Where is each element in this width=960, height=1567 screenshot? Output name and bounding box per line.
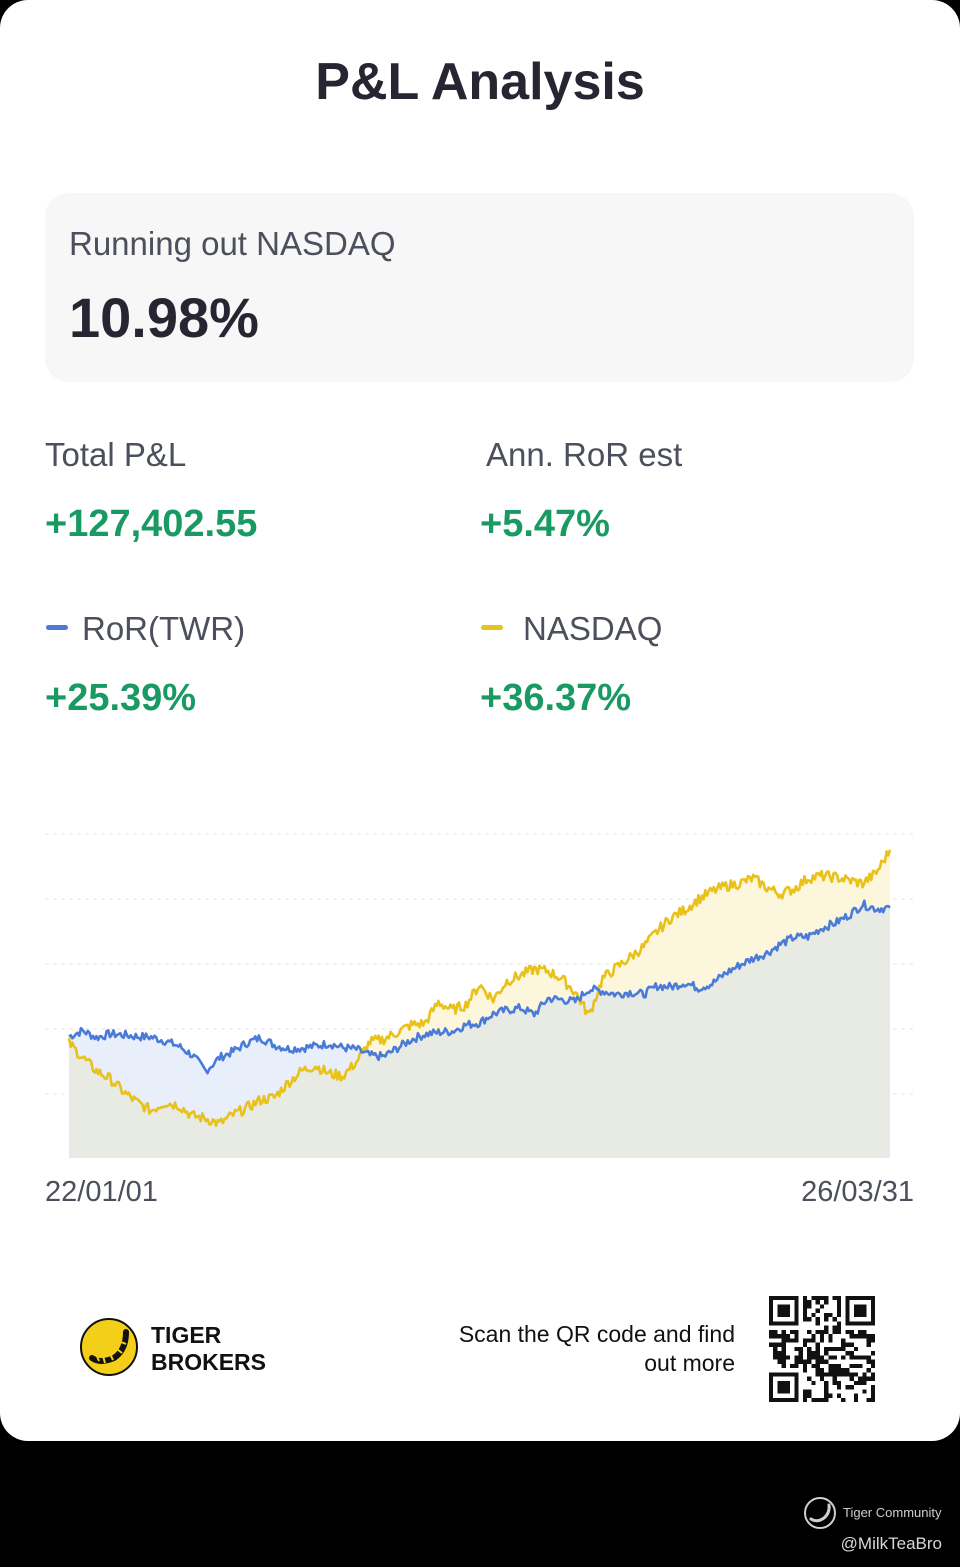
scan-instructions: Scan the QR code and find out more	[430, 1320, 735, 1378]
watermark-user: @MilkTeaBro	[840, 1534, 942, 1553]
page-title: P&L Analysis	[315, 53, 645, 111]
qr-code-icon[interactable]	[769, 1296, 875, 1402]
brand-line-2: BROKERS	[151, 1349, 267, 1375]
total-pl-label: Total P&L	[45, 436, 187, 473]
ror-twr-label: RoR(TWR)	[82, 610, 246, 647]
summary-box: Running out NASDAQ 10.98%	[45, 193, 914, 382]
tiger-community-icon	[804, 1497, 836, 1529]
summary-value: 10.98%	[69, 286, 259, 349]
x-start-label: 22/01/01	[45, 1176, 158, 1208]
brand-name: TIGER BROKERS	[151, 1322, 266, 1376]
base-area	[69, 900, 890, 1158]
scan-line-1: Scan the QR code and find	[458, 1321, 735, 1347]
nasdaq-series-line	[67, 849, 892, 1127]
x-end-label: 26/03/31	[801, 1176, 914, 1208]
ann-ror-value: +5.47%	[480, 503, 610, 545]
nasdaq-excess-area	[69, 849, 890, 1074]
pl-analysis-card: P&L Analysis Running out NASDAQ 10.98% T…	[0, 0, 960, 1441]
nasdaq-legend-swatch	[481, 625, 503, 630]
nasdaq-value: +36.37%	[480, 677, 632, 719]
tiger-logo-icon	[80, 1318, 138, 1376]
total-pl-value: +127,402.55	[45, 503, 258, 545]
summary-label: Running out NASDAQ	[69, 225, 396, 262]
nasdaq-label: NASDAQ	[523, 610, 663, 647]
brand-line-1: TIGER	[151, 1322, 222, 1348]
scan-line-2: out more	[644, 1350, 735, 1376]
ror-legend-swatch	[46, 625, 68, 630]
ann-ror-label: Ann. RoR est	[486, 436, 683, 473]
watermark-brand: Tiger Community	[843, 1505, 942, 1520]
ror-twr-value: +25.39%	[45, 677, 197, 719]
pl-line-chart	[45, 833, 914, 1158]
ror-series-line	[68, 899, 891, 1075]
